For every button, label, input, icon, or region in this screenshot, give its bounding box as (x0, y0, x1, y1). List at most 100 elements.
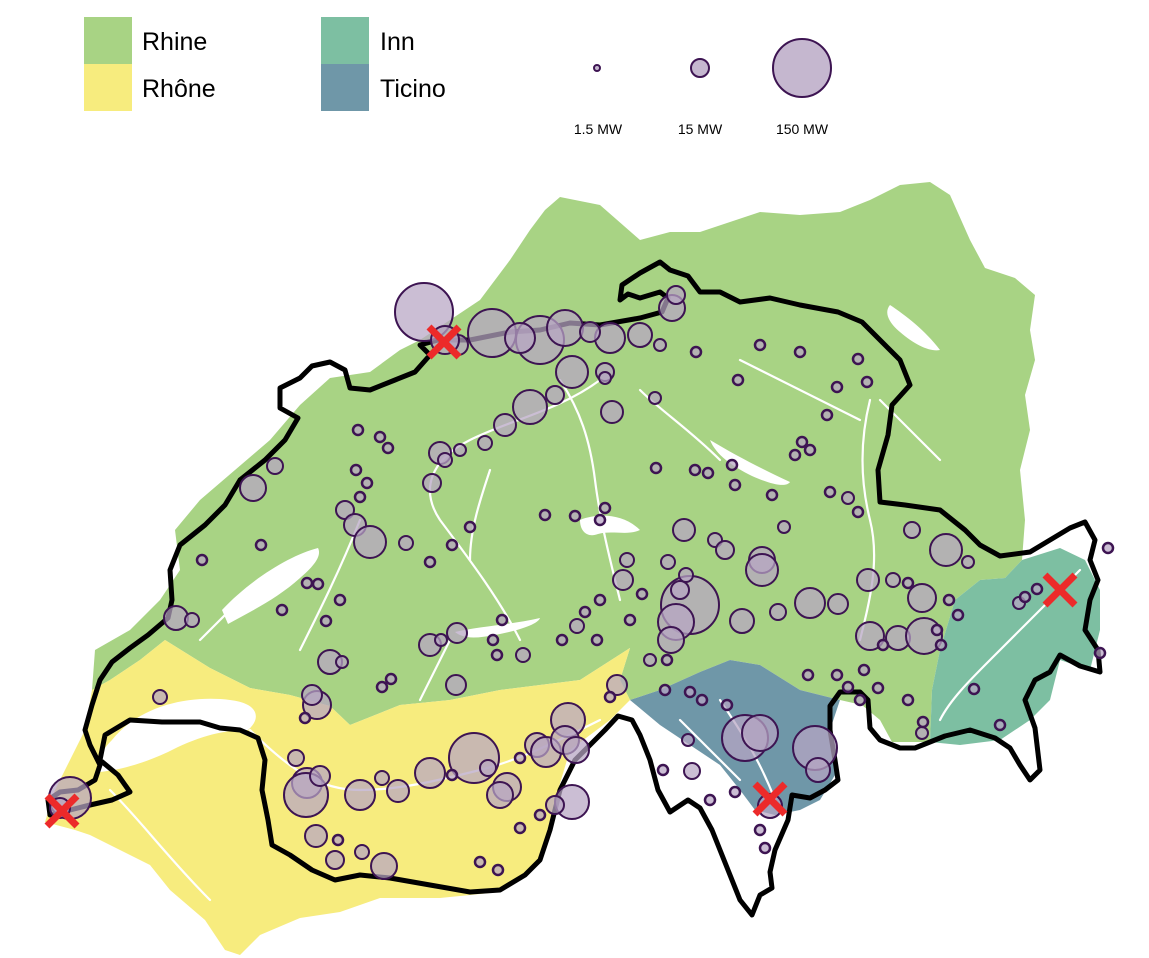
plant-marker (349, 463, 363, 477)
plant-marker (423, 555, 437, 569)
plant-marker (422, 473, 442, 493)
plant-marker (627, 322, 653, 348)
plant-marker (942, 593, 956, 607)
plant-marker (546, 309, 584, 347)
plant-marker (606, 674, 628, 696)
plant-marker (794, 587, 826, 619)
plant-marker (545, 385, 565, 405)
plant-marker (370, 852, 398, 880)
plant-marker (855, 621, 885, 651)
plant-marker (513, 751, 527, 765)
plant-marker (856, 568, 880, 592)
plant-marker (386, 779, 410, 803)
plant-marker (930, 623, 944, 637)
size-legend-label-small: 1.5 MW (574, 121, 623, 137)
plant-marker (695, 693, 709, 707)
legend-swatch-rhone (84, 64, 132, 111)
plant-marker (287, 749, 305, 767)
plant-marker (612, 569, 634, 591)
size-legend-label-large: 150 MW (776, 121, 829, 137)
plant-marker (479, 759, 497, 777)
plant-marker (729, 608, 755, 634)
plant-marker (741, 714, 779, 752)
plant-marker (951, 608, 965, 622)
plant-marker (445, 538, 459, 552)
plant-marker (805, 757, 831, 783)
plant-marker (515, 647, 531, 663)
plant-marker (623, 613, 637, 627)
plant-marker (568, 509, 582, 523)
plant-marker (538, 508, 552, 522)
plant-marker (841, 491, 855, 505)
legend-label-rhone: Rhône (142, 75, 216, 103)
plant-marker (901, 576, 915, 590)
plant-marker (434, 633, 448, 647)
plant-marker (275, 603, 289, 617)
plant-marker (830, 380, 844, 394)
legend-label-rhine: Rhine (142, 28, 207, 56)
lakes (98, 305, 940, 772)
outlet-cross-icon (426, 324, 462, 360)
plant-marker (903, 521, 921, 539)
plant-marker (463, 520, 477, 534)
plant-marker (504, 322, 536, 354)
plant-marker (360, 476, 374, 490)
plant-marker (331, 833, 345, 847)
plant-marker (593, 593, 607, 607)
swiss-border (45, 259, 1103, 918)
river-maggia (678, 718, 742, 782)
plant-marker (344, 779, 376, 811)
legend-label-ticino: Ticino (380, 75, 446, 103)
plant-marker (765, 488, 779, 502)
river-rhone-down (108, 788, 212, 902)
plant-marker (934, 638, 948, 652)
legend-label-inn: Inn (380, 28, 415, 56)
plant-marker (788, 448, 802, 462)
river-sitter (878, 398, 942, 462)
plant-marker (758, 841, 772, 855)
plant-marker (473, 855, 487, 869)
plant-marker (885, 572, 901, 588)
plant-marker (851, 505, 865, 519)
river-reuss (558, 378, 622, 602)
plant-marker (304, 824, 328, 848)
plant-marker (1018, 590, 1032, 604)
plant-marker (653, 338, 667, 352)
plant-marker (598, 371, 612, 385)
legend-swatch-ticino (321, 64, 369, 111)
plant-marker (793, 345, 807, 359)
river-emme (468, 468, 492, 562)
plant-marker (827, 593, 849, 615)
plant-marker (512, 389, 548, 425)
plant-marker (309, 765, 331, 787)
plant-marker (381, 441, 395, 455)
plant-marker (801, 668, 815, 682)
outlet-cross-icon (44, 793, 80, 829)
plant-marker (777, 520, 791, 534)
plant-marker (683, 685, 697, 699)
plant-marker (967, 682, 981, 696)
plant-marker (757, 793, 783, 819)
plant-marker (648, 391, 662, 405)
plant-marker (658, 683, 672, 697)
plant-marker (1101, 541, 1115, 555)
plant-marker (254, 538, 268, 552)
plant-marker (703, 793, 717, 807)
plant-marker (901, 693, 915, 707)
plant-marker (728, 785, 742, 799)
plant-marker (753, 338, 767, 352)
size-legend-marker-small (593, 64, 601, 72)
size-legend-label-medium: 15 MW (678, 121, 723, 137)
plant-marker (375, 680, 389, 694)
plant-marker (545, 795, 565, 815)
basin-legend: Rhine Rhône Inn Ticino (84, 17, 446, 111)
plant-marker (857, 663, 871, 677)
outlet-cross-icon (1042, 572, 1078, 608)
plant-marker (266, 457, 284, 475)
plant-marker (670, 580, 690, 600)
plant-marker (731, 373, 745, 387)
plant-marker (239, 474, 267, 502)
plant-marker (820, 408, 834, 422)
plant-marker (660, 653, 674, 667)
